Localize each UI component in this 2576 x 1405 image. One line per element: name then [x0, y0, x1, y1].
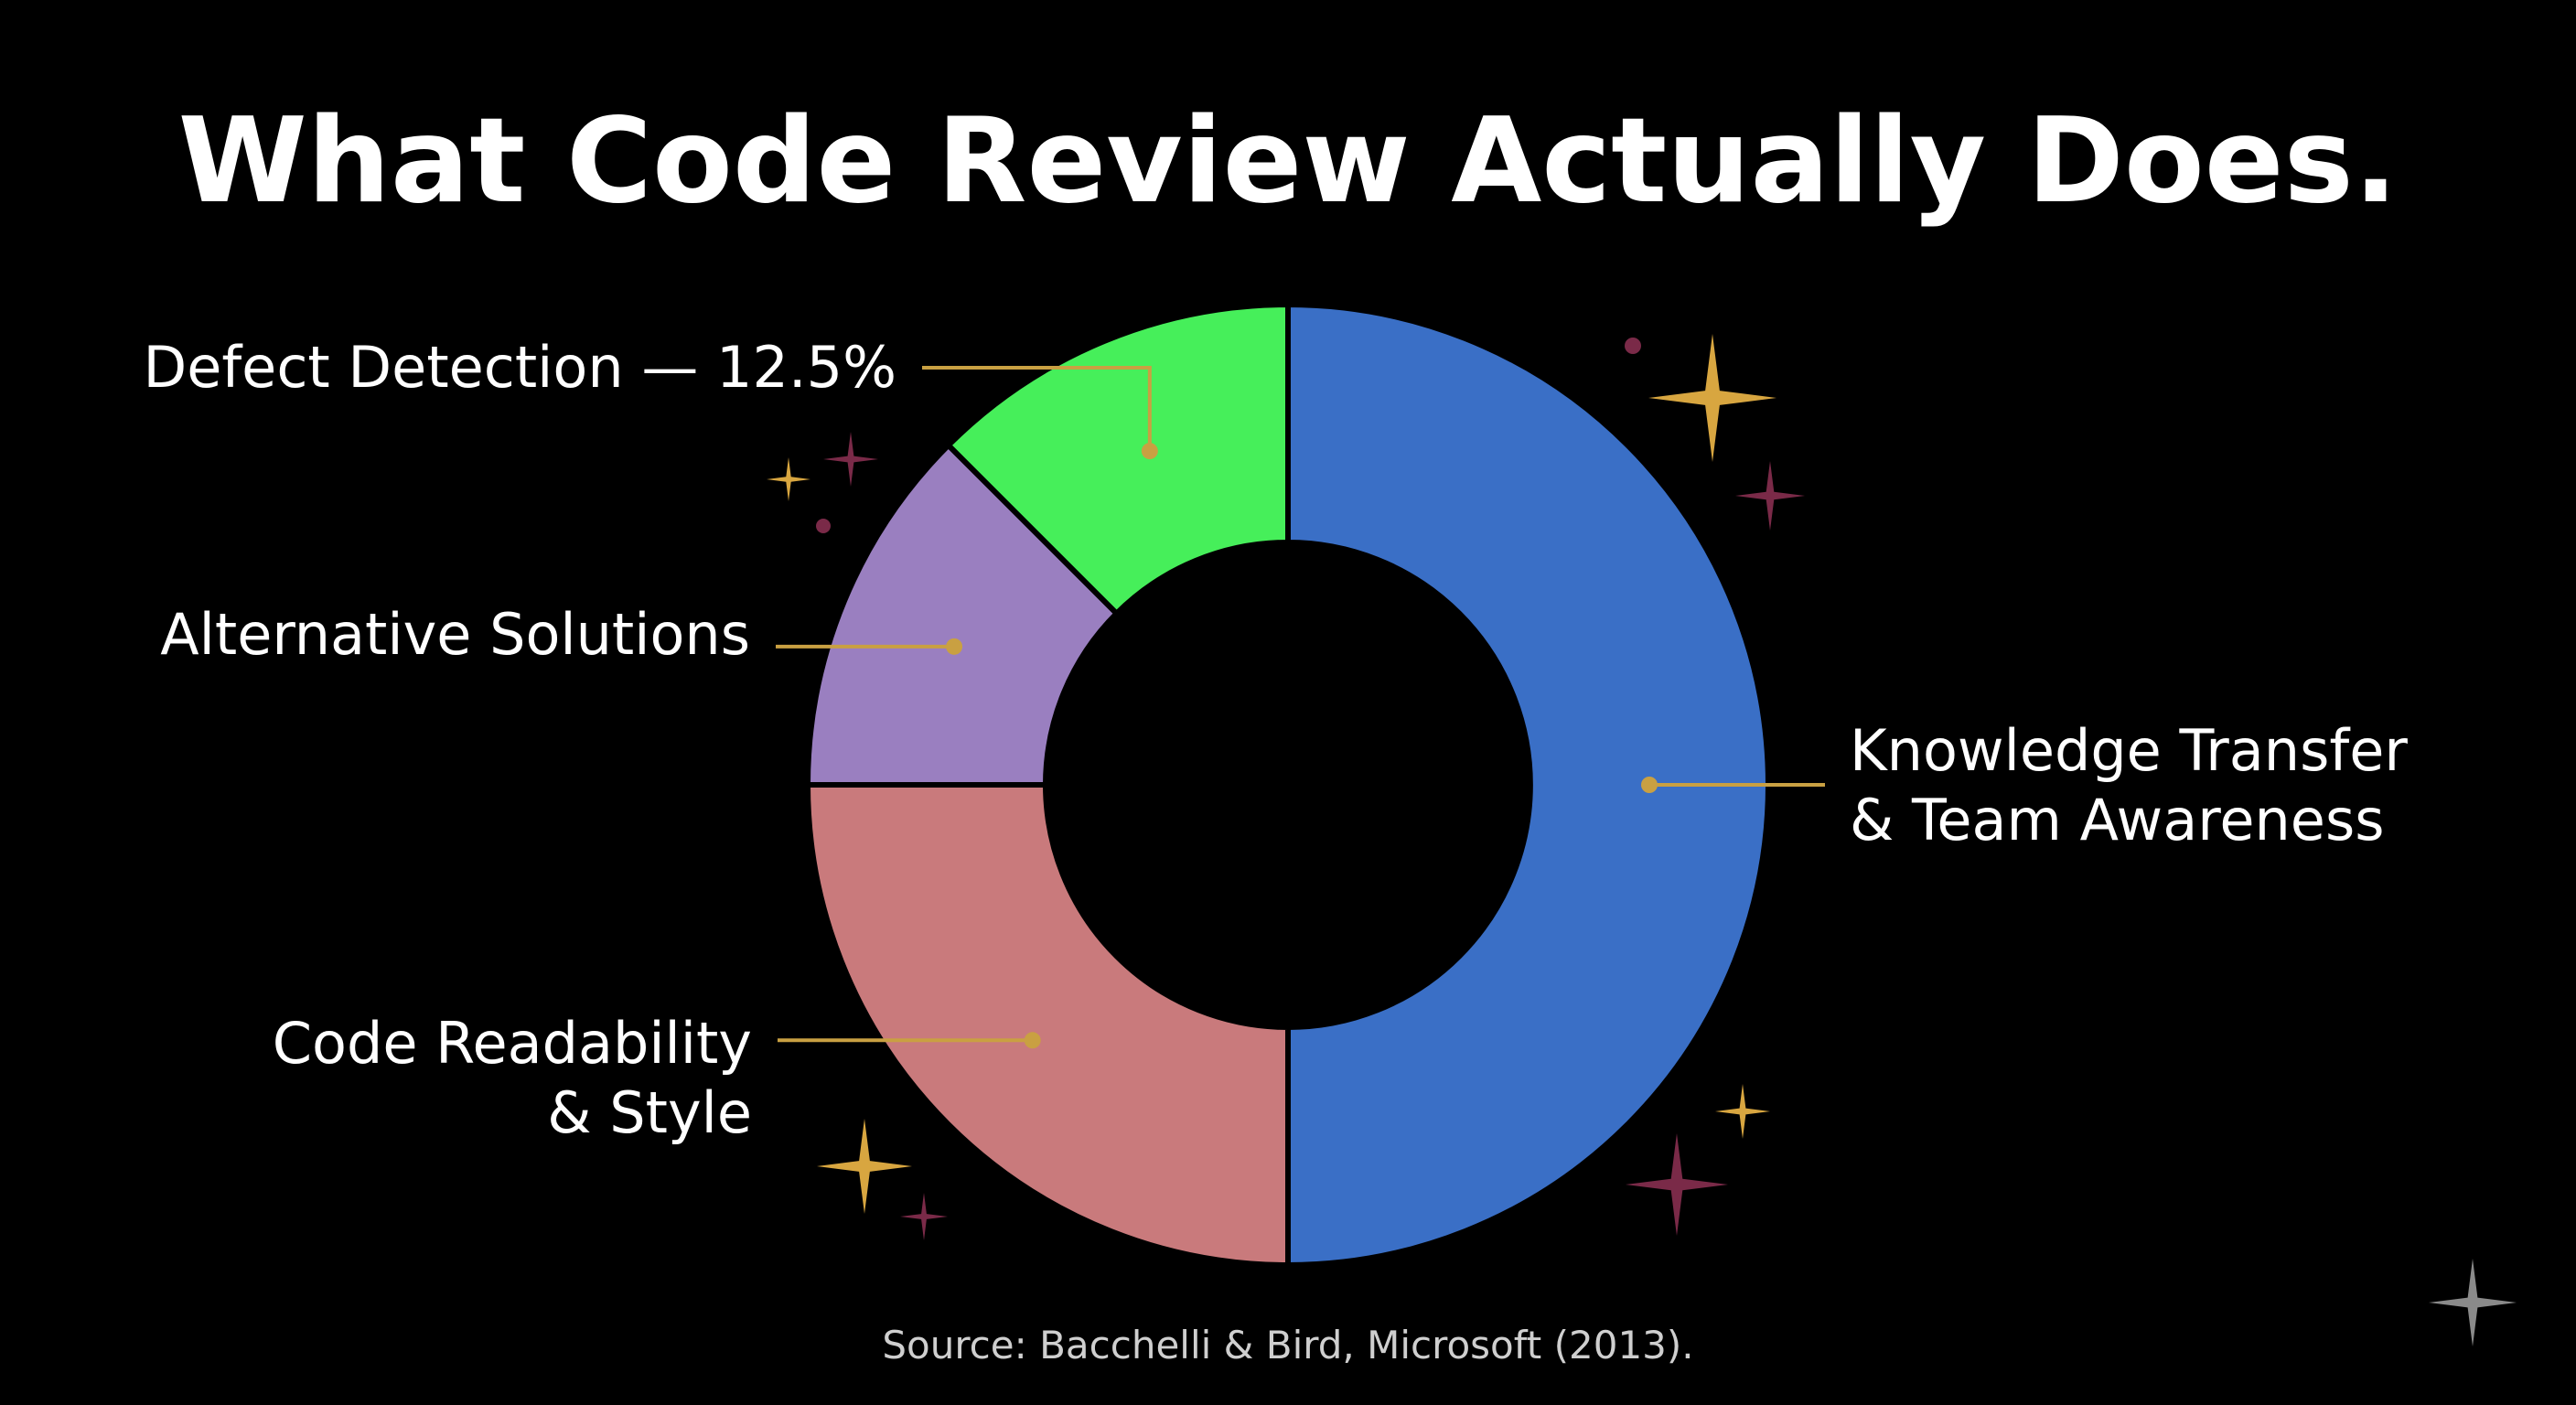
sparkle-icon — [900, 1193, 948, 1240]
slice-label-knowledge-line1: Knowledge Transfer — [1850, 717, 2408, 784]
dot-icon — [1625, 338, 1641, 354]
source-caption: Source: Bacchelli & Bird, Microsoft (201… — [882, 1323, 1693, 1367]
labels-group: Knowledge Transfer& Team Awareness Code R… — [143, 334, 2408, 1146]
dot-icon — [816, 519, 831, 533]
chart-title: What Code Review Actually Does. — [178, 93, 2399, 230]
slice-label-readability-line1: Code Readability — [273, 1010, 752, 1077]
sparkle-icon — [767, 457, 810, 501]
slice-label-defects: Defect Detection — 12.5% — [143, 334, 896, 401]
leader-line-defects — [922, 366, 1152, 452]
leader-dot-readability — [1024, 1032, 1041, 1049]
sparkle-icon — [1648, 334, 1776, 462]
slice-alternatives — [804, 441, 1121, 788]
slices-group — [804, 301, 1771, 1269]
slice-label-readability-line2: & Style — [547, 1079, 752, 1146]
sparkle-icon — [1715, 1084, 1770, 1139]
sparkle-icon — [1735, 461, 1805, 531]
sparkle-icon — [823, 432, 878, 487]
slice-label-alternatives: Alternative Solutions — [160, 601, 750, 668]
leader-dot-alternatives — [946, 638, 963, 655]
leader-dot-defects — [1141, 443, 1158, 460]
sparkle-icon — [817, 1119, 912, 1214]
sparkle-icon — [1626, 1133, 1728, 1236]
slice-defects — [944, 301, 1291, 617]
slice-readability — [804, 782, 1291, 1269]
slice-knowledge — [1285, 301, 1771, 1269]
leader-dot-knowledge — [1641, 777, 1658, 793]
gemini-star-icon — [2429, 1259, 2517, 1346]
slice-label-knowledge-line2: & Team Awareness — [1850, 787, 2385, 853]
decorations-group — [767, 334, 2517, 1346]
